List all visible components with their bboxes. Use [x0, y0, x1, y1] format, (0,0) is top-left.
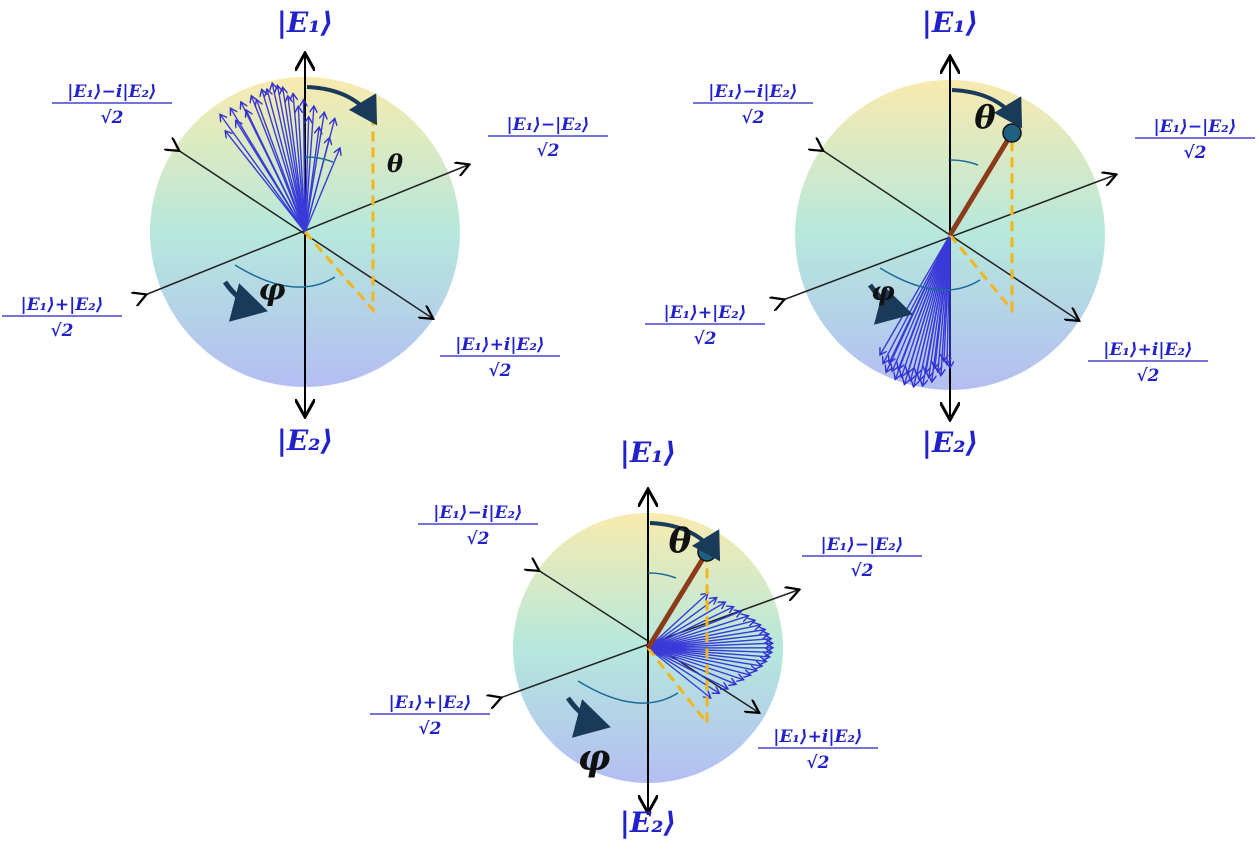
bottom-label: |E₂⟩	[922, 426, 979, 459]
theta-label: θ	[387, 149, 403, 178]
bottom-label: |E₂⟩	[277, 424, 334, 457]
axis-denominator: √2	[806, 753, 829, 773]
axis-numerator: |E₁⟩−i|E₂⟩	[433, 503, 522, 523]
top-label: |E₁⟩	[922, 6, 979, 39]
theta-label: θ	[669, 521, 692, 561]
axis-numerator: |E₁⟩−|E₂⟩	[507, 115, 590, 135]
axis-numerator: |E₁⟩+|E₂⟩	[21, 295, 104, 315]
theta-label: θ	[974, 98, 996, 136]
axis-numerator: |E₁⟩−|E₂⟩	[821, 535, 904, 555]
axis-denominator: √2	[850, 561, 873, 581]
bottom-label: |E₂⟩	[620, 806, 677, 839]
axis-numerator: |E₁⟩+i|E₂⟩	[455, 335, 544, 355]
axis-denominator: √2	[536, 141, 559, 161]
axis-denominator: √2	[488, 361, 511, 381]
diagram: θ φ |E₁⟩ |E₂⟩ |E₁⟩−i|E₂⟩ √2 |E₁⟩−|E₂⟩ √2 |E₁⟩+|E…	[0, 0, 1259, 850]
axis-denominator: √2	[418, 719, 441, 739]
axis-denominator: √2	[693, 329, 716, 349]
axis-denominator: √2	[1136, 366, 1159, 386]
axis-numerator: |E₁⟩+|E₂⟩	[664, 303, 747, 323]
axis-numerator: |E₁⟩+i|E₂⟩	[773, 727, 862, 747]
axis-denominator: √2	[466, 529, 489, 549]
state-point	[1003, 124, 1021, 142]
phi-label: φ	[871, 277, 895, 307]
phi-label: φ	[258, 273, 285, 308]
axis-numerator: |E₁⟩−i|E₂⟩	[708, 82, 797, 102]
axis-denominator: √2	[741, 108, 764, 128]
axis-numerator: |E₁⟩−|E₂⟩	[1154, 117, 1237, 137]
axis-numerator: |E₁⟩+|E₂⟩	[389, 693, 472, 713]
phi-label: φ	[578, 737, 611, 779]
top-label: |E₁⟩	[620, 436, 677, 469]
axis-denominator: √2	[50, 321, 73, 341]
axis-denominator: √2	[1183, 143, 1206, 163]
top-label: |E₁⟩	[277, 6, 334, 39]
axis-denominator: √2	[100, 108, 123, 128]
axis-numerator: |E₁⟩−i|E₂⟩	[67, 82, 156, 102]
axis-numerator: |E₁⟩+i|E₂⟩	[1103, 340, 1192, 360]
